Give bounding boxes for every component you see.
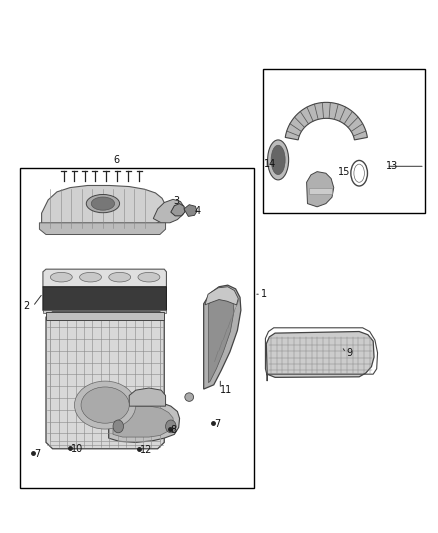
Text: 9: 9: [346, 348, 352, 358]
Text: 3: 3: [173, 197, 179, 206]
Polygon shape: [46, 312, 164, 320]
Ellipse shape: [268, 140, 289, 180]
Bar: [263, 69, 425, 213]
Text: 11: 11: [220, 385, 233, 395]
Text: 14: 14: [264, 159, 276, 168]
Ellipse shape: [271, 145, 285, 175]
Polygon shape: [43, 269, 166, 289]
Text: 4: 4: [195, 206, 201, 215]
Text: 7: 7: [34, 449, 40, 459]
Polygon shape: [42, 185, 166, 230]
Text: 12: 12: [140, 446, 152, 455]
Circle shape: [113, 420, 124, 433]
Text: 1: 1: [261, 289, 267, 299]
Text: 6: 6: [113, 155, 119, 165]
Ellipse shape: [74, 381, 136, 429]
Polygon shape: [43, 310, 166, 313]
Text: 2: 2: [23, 302, 29, 311]
Polygon shape: [129, 388, 166, 406]
Polygon shape: [43, 287, 166, 313]
Polygon shape: [153, 199, 184, 223]
Polygon shape: [205, 287, 238, 305]
Polygon shape: [184, 205, 197, 216]
Ellipse shape: [86, 195, 120, 213]
Polygon shape: [266, 332, 374, 377]
Polygon shape: [307, 172, 334, 207]
Ellipse shape: [50, 272, 72, 282]
Text: 15: 15: [338, 167, 350, 176]
Polygon shape: [113, 406, 173, 437]
Ellipse shape: [91, 197, 115, 210]
Polygon shape: [39, 223, 166, 235]
Polygon shape: [46, 312, 164, 449]
Polygon shape: [109, 401, 180, 442]
Ellipse shape: [185, 393, 194, 401]
Ellipse shape: [81, 387, 129, 423]
Bar: [20, 168, 254, 488]
Polygon shape: [208, 291, 234, 383]
Ellipse shape: [109, 272, 131, 282]
Polygon shape: [309, 188, 332, 194]
Text: 13: 13: [386, 161, 399, 171]
Text: 7: 7: [215, 419, 221, 429]
Polygon shape: [171, 204, 185, 216]
Ellipse shape: [80, 272, 102, 282]
Ellipse shape: [138, 272, 160, 282]
Text: 8: 8: [171, 425, 177, 435]
Text: 10: 10: [71, 444, 84, 454]
Polygon shape: [285, 102, 367, 140]
Polygon shape: [204, 285, 241, 389]
Circle shape: [166, 420, 176, 433]
